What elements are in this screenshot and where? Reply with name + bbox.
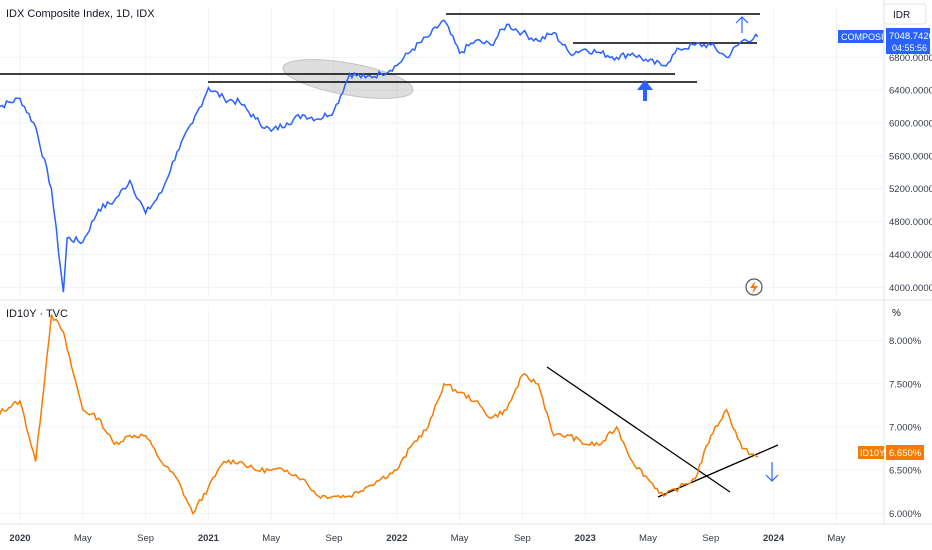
x-tick-label: 2024 — [763, 533, 785, 544]
down-arrow-icon — [765, 462, 779, 482]
id10y-series-line — [0, 314, 759, 515]
time-axis[interactable]: 2020 May Sep 2021 May Sep 2022 May Sep 2023 May Sep… — [9, 533, 845, 544]
composite-price-badge: COMPOSITE 7048.7420 04:55:56 — [838, 28, 932, 54]
bottom-unit-label: % — [892, 308, 901, 319]
y-tick-label: 4400.0000 — [889, 250, 932, 261]
x-tick-label: May — [262, 533, 280, 544]
y-tick-label: 8.000% — [889, 336, 922, 347]
y-tick-label: 6400.0000 — [889, 86, 932, 97]
bottom-y-axis: 6.000% 6.500% 7.000% 7.500% 8.000% — [889, 336, 922, 520]
descending-trendline — [546, 366, 731, 493]
y-tick-label: 6800.0000 — [889, 53, 932, 64]
top-pane-title: IDX Composite Index, 1D, IDX — [6, 8, 155, 20]
composite-badge-label: COMPOSITE — [841, 32, 895, 42]
id10y-badge-label: ID10Y — [860, 448, 885, 458]
up-arrow-icon — [735, 16, 749, 33]
y-tick-label: 4800.0000 — [889, 217, 932, 228]
bottom-annotations — [546, 366, 779, 498]
top-gridlines — [0, 8, 884, 298]
y-tick-label: 5200.0000 — [889, 184, 932, 195]
x-tick-label: 2020 — [9, 533, 30, 544]
x-tick-label: May — [74, 533, 92, 544]
x-tick-label: May — [827, 533, 845, 544]
x-tick-label: Sep — [514, 533, 531, 544]
y-tick-label: 6.000% — [889, 509, 922, 520]
id10y-price-badge: ID10Y 6.650% — [858, 445, 924, 460]
lightning-icon[interactable] — [745, 278, 763, 296]
x-tick-label: Sep — [137, 533, 154, 544]
up-arrow-icon — [637, 80, 653, 101]
y-tick-label: 7.500% — [889, 379, 922, 390]
bottom-pane-title: ID10Y · TVC — [6, 308, 68, 320]
x-tick-label: Sep — [702, 533, 719, 544]
y-tick-label: 6000.0000 — [889, 119, 932, 130]
ascending-trendline — [657, 444, 779, 498]
y-tick-label: 4000.0000 — [889, 283, 932, 294]
currency-label: IDR — [893, 10, 910, 21]
composite-badge-value: 7048.7420 — [889, 31, 932, 42]
x-tick-label: 2023 — [575, 533, 596, 544]
x-tick-label: 2022 — [386, 533, 407, 544]
x-tick-label: May — [451, 533, 469, 544]
x-tick-label: May — [639, 533, 657, 544]
composite-badge-countdown: 04:55:56 — [892, 43, 927, 53]
x-tick-label: 2021 — [198, 533, 220, 544]
bottom-gridlines — [0, 306, 884, 522]
y-tick-label: 5600.0000 — [889, 151, 932, 162]
y-tick-label: 7.000% — [889, 422, 922, 433]
x-tick-label: Sep — [326, 533, 343, 544]
id10y-badge-value: 6.650% — [889, 448, 922, 459]
y-tick-label: 6.500% — [889, 466, 922, 477]
bottom-pane: ID10Y · TVC % 6.000% 6.500% 7.000% 7.500% 8.… — [0, 306, 924, 522]
top-pane: IDX Composite Index, 1D, IDX IDR 4000.00… — [0, 3, 932, 298]
top-y-axis: 4000.0000 4400.0000 4800.0000 5200.0000 5600… — [889, 53, 932, 294]
composite-series-line — [0, 19, 759, 293]
